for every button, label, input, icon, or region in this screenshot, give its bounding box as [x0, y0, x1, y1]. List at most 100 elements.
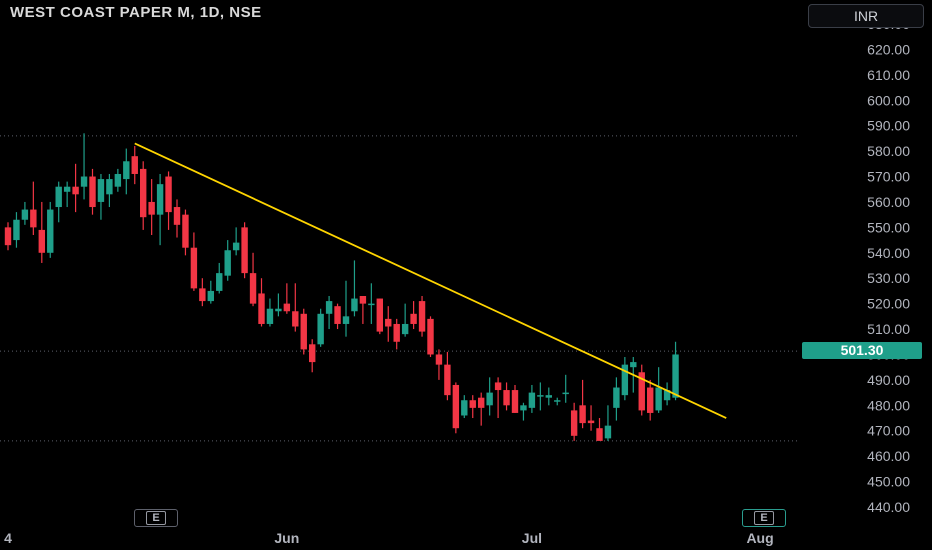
candle-body [114, 173, 122, 187]
candle-body [359, 296, 367, 304]
candle-body [418, 301, 426, 332]
time-tick-label: Jul [522, 530, 542, 546]
trendline-group[interactable] [134, 142, 727, 419]
candle-body [38, 229, 45, 253]
candle-body [123, 161, 130, 180]
candle-body [216, 273, 223, 291]
candle-body [621, 364, 629, 396]
candle-body [478, 397, 485, 408]
price-tick-label: 450.00 [867, 474, 910, 490]
candle-body [486, 392, 493, 406]
candle-body [30, 209, 37, 228]
currency-button[interactable]: INR [808, 4, 924, 28]
candle-body [427, 318, 434, 355]
candle-body [630, 362, 637, 368]
price-tick-label: 540.00 [867, 245, 910, 261]
candle-body [452, 384, 460, 429]
candle-body [63, 186, 71, 192]
candle-body [13, 219, 20, 241]
candle-body [207, 290, 214, 302]
earnings-badge-label: E [754, 511, 774, 525]
candle-body [444, 364, 451, 396]
price-tick-label: 480.00 [867, 397, 910, 413]
candle-body [520, 405, 527, 411]
earnings-badge[interactable]: E [742, 509, 786, 527]
candle-body [587, 420, 595, 424]
candles-group [4, 133, 679, 441]
candle-body [334, 306, 341, 324]
candle-body [545, 395, 552, 398]
candle-body [309, 344, 316, 363]
price-tick-label: 560.00 [867, 194, 910, 210]
candle-body [317, 313, 324, 345]
price-tick-label: 610.00 [867, 67, 910, 83]
candle-body [300, 313, 307, 350]
candle-body [258, 293, 265, 324]
candle-body [97, 179, 105, 202]
candle-body [106, 179, 113, 195]
time-tick-label: Jun [274, 530, 299, 546]
candle-body [596, 428, 603, 441]
candle-body [131, 156, 138, 174]
price-tick-label: 580.00 [867, 143, 910, 159]
candle-body [393, 323, 400, 342]
level-lines [0, 135, 800, 442]
candle-body [554, 400, 561, 402]
candle-body [80, 176, 88, 187]
candle-body [283, 303, 291, 312]
candle-body [494, 382, 502, 391]
candle-body [182, 214, 189, 248]
candle-body [613, 387, 620, 408]
candle-body [368, 303, 375, 306]
candle-body [435, 354, 443, 365]
candle-body [173, 207, 181, 225]
earnings-badge-label: E [146, 511, 166, 525]
candle-body [351, 298, 358, 312]
candle-body [140, 168, 147, 218]
candle-body [647, 387, 654, 413]
price-tick-label: 470.00 [867, 423, 910, 439]
candle-body [528, 392, 536, 408]
candle-body [570, 410, 578, 436]
candle-body [232, 242, 240, 251]
price-tick-label: 590.00 [867, 118, 910, 134]
candle-body [385, 318, 392, 327]
candle-body [165, 176, 172, 213]
candle-body [4, 227, 12, 246]
candle-body [72, 186, 79, 195]
candle-body [537, 395, 544, 397]
candle-body [511, 390, 519, 413]
candle-body [47, 209, 54, 253]
candle-body [241, 227, 248, 274]
price-tick-label: 520.00 [867, 296, 910, 312]
candle-body [562, 392, 569, 395]
candle-body [342, 316, 350, 324]
candle-body [156, 184, 164, 215]
candle-body [638, 372, 645, 411]
time-tick-label: 4 [4, 530, 12, 546]
price-tick-label: 440.00 [867, 499, 910, 515]
candle-body [672, 354, 679, 398]
candle-body [89, 176, 96, 208]
candle-body [55, 186, 62, 208]
price-tick-label: 510.00 [867, 321, 910, 337]
time-tick-label: Aug [746, 530, 773, 546]
candle-body [266, 308, 274, 324]
candle-body [224, 250, 231, 276]
candle-body [275, 308, 282, 312]
price-tick-label: 530.00 [867, 270, 910, 286]
candle-body [148, 201, 155, 215]
earnings-badge[interactable]: E [134, 509, 178, 527]
candle-body [249, 273, 257, 304]
price-tick-label: 620.00 [867, 41, 910, 57]
candle-body [401, 323, 409, 335]
candle-body [579, 405, 586, 424]
price-tick-label: 600.00 [867, 92, 910, 108]
candle-body [199, 288, 206, 302]
candle-body [655, 387, 662, 411]
time-axis[interactable]: 4 Jun Jul Aug [4, 530, 774, 546]
chart-title: WEST COAST PAPER M, 1D, NSE [10, 4, 262, 21]
candle-body [292, 311, 299, 327]
